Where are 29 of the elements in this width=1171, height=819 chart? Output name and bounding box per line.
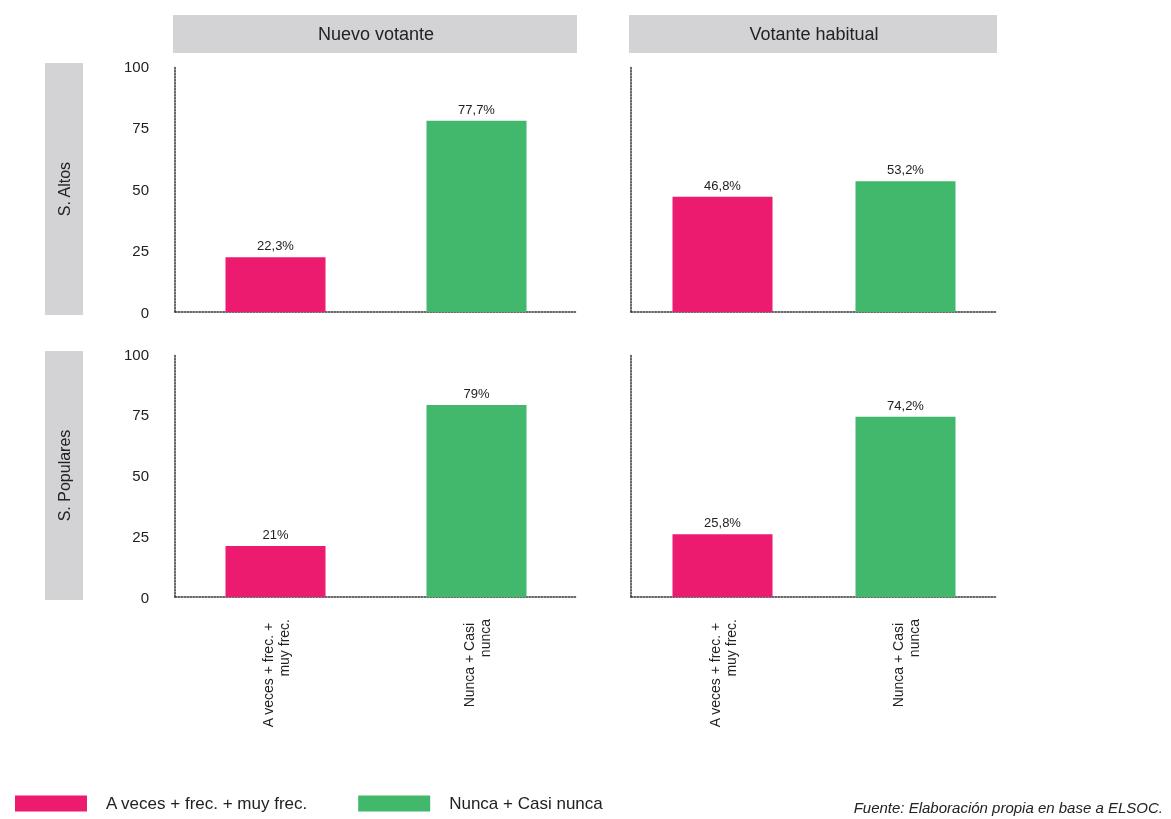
y-tick-label: 100 [123, 345, 149, 363]
data-label: 21% [262, 526, 289, 542]
y-tick-label: 75 [132, 406, 149, 424]
y-tick-label: 50 [132, 180, 149, 198]
y-tick-label: 0 [140, 588, 149, 606]
y-tick-label: 25 [132, 527, 149, 545]
y-tick-label: 100 [123, 57, 149, 75]
x-tick-label: Nunca + Casi nunca [460, 618, 493, 708]
chart-title: Votante habitual [749, 24, 879, 44]
data-label: 22,3% [257, 238, 295, 254]
legend-label: Nunca + Casi nunca [449, 794, 604, 813]
y-tick-label: 25 [132, 242, 149, 259]
x-tick-label: A veces + frec. + muy frec. [706, 619, 739, 728]
data-label: 53,2% [887, 162, 925, 178]
data-label: 46,8% [704, 177, 742, 193]
source-note: Fuente: Elaboración propia en base a ELSOC. [853, 799, 1164, 816]
data-label: 77,7% [458, 101, 496, 117]
data-label: 25,8% [704, 515, 742, 531]
x-tick-label: A veces + frec. + muy frec. [259, 619, 292, 728]
y-tick-label: 50 [132, 467, 149, 484]
y-tick-label: 0 [140, 303, 149, 321]
data-label: 74,2% [887, 397, 925, 413]
legend-label: A veces + frec. + muy frec. [106, 794, 308, 813]
y-axis-title: S. Altos [55, 161, 73, 217]
data-label: 79% [463, 386, 490, 402]
y-tick-label: 75 [132, 119, 149, 136]
x-tick-label: Nunca + Casi nunca [889, 618, 922, 708]
y-axis-title: S. Populares [55, 429, 73, 522]
chart-title: Nuevo votante [317, 24, 435, 44]
